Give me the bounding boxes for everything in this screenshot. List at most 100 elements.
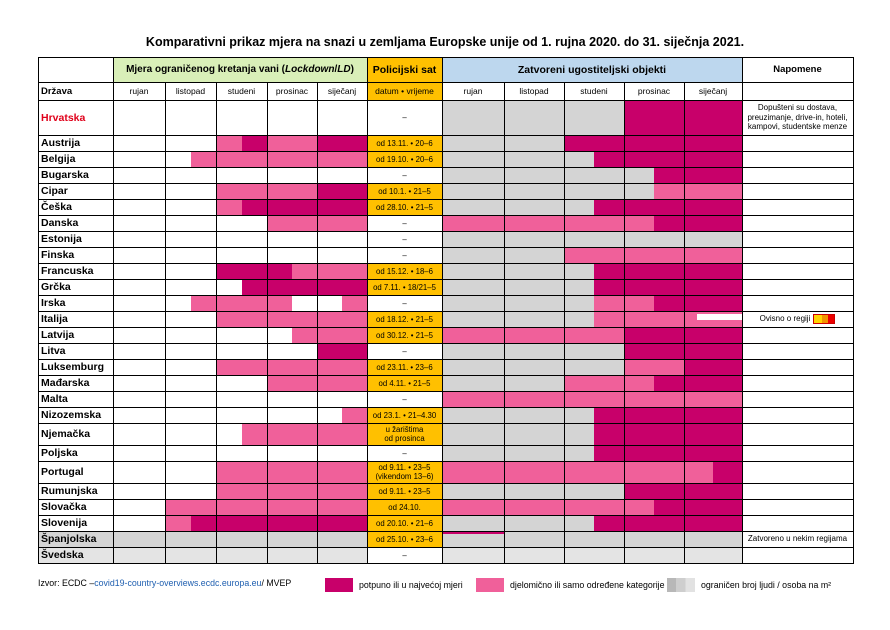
lock-mark bbox=[342, 515, 367, 531]
lockdown-header-bg bbox=[113, 57, 367, 82]
closed-mark bbox=[594, 183, 624, 199]
closed-mark bbox=[504, 215, 534, 231]
closed-mark bbox=[534, 151, 564, 167]
closed-mark bbox=[534, 199, 564, 215]
country-name: Estonija bbox=[41, 233, 82, 245]
lock-mark bbox=[342, 407, 367, 423]
lock-mark bbox=[216, 263, 242, 279]
closed-mark bbox=[473, 183, 504, 199]
closed-mark bbox=[624, 483, 654, 499]
lock-mark bbox=[242, 359, 267, 375]
police-header: Policijski sat bbox=[372, 63, 437, 76]
closed-mark bbox=[624, 167, 654, 183]
closed-mark bbox=[534, 215, 564, 231]
lock-mark bbox=[292, 215, 317, 231]
closed-mark bbox=[654, 183, 684, 199]
closed-mark bbox=[504, 531, 534, 547]
country-name: Litva bbox=[41, 345, 66, 357]
closed-mark bbox=[654, 407, 684, 423]
closed-mark bbox=[594, 263, 624, 279]
grid-hline bbox=[38, 531, 854, 532]
lockdown-month-3: prosinac bbox=[275, 86, 309, 96]
closed-mark bbox=[534, 391, 564, 407]
closed-mark bbox=[504, 359, 534, 375]
closed-mark bbox=[442, 151, 473, 167]
closed-mark bbox=[534, 531, 564, 547]
closed-mark bbox=[684, 215, 713, 231]
closed-mark bbox=[504, 515, 534, 531]
closed-mark bbox=[564, 407, 594, 423]
grid-hline bbox=[38, 461, 854, 462]
closed-mark bbox=[564, 461, 594, 483]
country-name: Mađarska bbox=[41, 377, 90, 389]
grid-hline bbox=[38, 100, 854, 102]
closed-mark bbox=[564, 100, 594, 135]
closed-mark bbox=[624, 151, 654, 167]
closed-mark bbox=[534, 359, 564, 375]
closed-mark bbox=[624, 247, 654, 263]
grid-hline bbox=[38, 563, 854, 565]
closed-mark bbox=[654, 279, 684, 295]
lock-mark bbox=[267, 199, 292, 215]
grid-hline bbox=[38, 279, 854, 280]
closed-mark bbox=[684, 445, 713, 461]
lock-mark bbox=[292, 375, 317, 391]
country-name: Grčka bbox=[41, 281, 71, 293]
country-name: Rumunjska bbox=[41, 485, 98, 497]
grid-vline bbox=[367, 57, 369, 563]
closed-month-3: prosinac bbox=[637, 86, 671, 96]
closed-mark bbox=[473, 499, 504, 515]
closed-mark bbox=[564, 167, 594, 183]
closed-mark bbox=[564, 183, 594, 199]
closed-mark bbox=[654, 263, 684, 279]
closed-mark bbox=[684, 375, 713, 391]
closed-mark bbox=[564, 231, 594, 247]
lock-mark bbox=[267, 279, 292, 295]
row-note bbox=[742, 375, 853, 391]
closed-mark bbox=[713, 391, 742, 407]
country-name: Češka bbox=[41, 201, 72, 213]
closed-mark bbox=[624, 183, 654, 199]
closed-month-4: siječanj bbox=[698, 86, 728, 96]
lock-mark bbox=[191, 499, 216, 515]
country-name: Italija bbox=[41, 313, 68, 325]
closed-mark bbox=[534, 100, 564, 135]
lock-mark bbox=[216, 359, 242, 375]
lock-mark bbox=[242, 279, 267, 295]
lock-mark bbox=[317, 327, 342, 343]
closed-mark bbox=[594, 375, 624, 391]
closed-mark bbox=[442, 327, 473, 343]
country-name: Danska bbox=[41, 217, 79, 229]
closed-mark bbox=[684, 359, 713, 375]
lock-mark bbox=[317, 311, 342, 327]
closed-mark bbox=[594, 311, 624, 327]
closed-mark bbox=[504, 231, 534, 247]
lock-mark bbox=[267, 461, 292, 483]
lock-mark bbox=[342, 311, 367, 327]
closed-mark bbox=[713, 461, 742, 483]
closed-mark bbox=[713, 135, 742, 151]
lock-mark bbox=[216, 183, 242, 199]
police-subheader-bg bbox=[367, 82, 442, 100]
grid-hline bbox=[38, 547, 854, 548]
closed-mark bbox=[442, 263, 473, 279]
closed-mark bbox=[594, 499, 624, 515]
lockdown-header-part: ) bbox=[350, 64, 354, 75]
police-curfew: – bbox=[367, 215, 442, 231]
lockdown-header-part: Lockdown bbox=[285, 64, 335, 75]
police-curfew: – bbox=[367, 167, 442, 183]
grid-hline bbox=[38, 327, 854, 328]
lock-mark bbox=[317, 499, 342, 515]
closed-mark bbox=[713, 215, 742, 231]
lock-mark bbox=[267, 263, 292, 279]
closed-mark bbox=[654, 327, 684, 343]
closed-mark bbox=[713, 247, 742, 263]
row-note bbox=[742, 167, 853, 183]
source-link[interactable]: covid19-country-overviews.ecdc.europa.eu bbox=[94, 578, 262, 588]
lock-mark bbox=[242, 263, 267, 279]
closed-mark bbox=[624, 135, 654, 151]
closed-mark bbox=[534, 263, 564, 279]
closed-mark bbox=[564, 515, 594, 531]
closed-mark bbox=[473, 483, 504, 499]
legend-dark-label: potpuno ili u najvećoj mjeri bbox=[359, 580, 463, 590]
